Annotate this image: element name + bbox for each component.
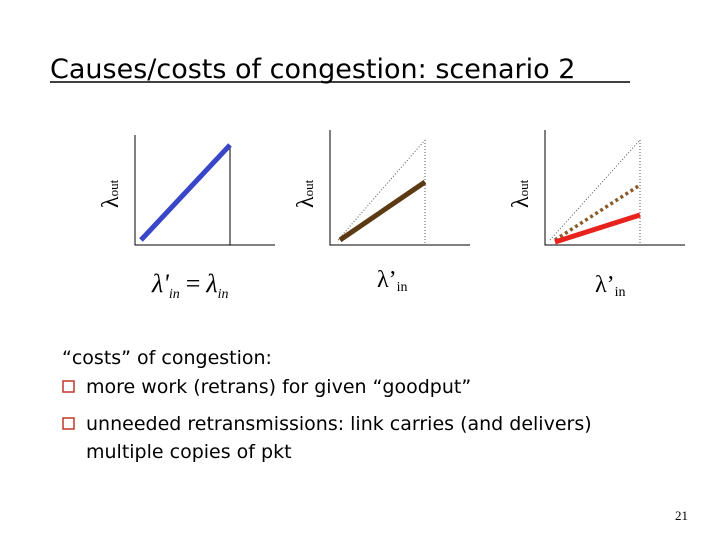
ideal-line xyxy=(337,139,426,241)
sub: in xyxy=(169,287,180,302)
rhs: λ xyxy=(205,269,217,298)
plot: λout λ’in xyxy=(293,130,470,295)
symbol: λ’ xyxy=(377,267,397,293)
eq: = xyxy=(186,269,201,298)
sub: out xyxy=(301,179,316,196)
delivered-line xyxy=(554,183,641,242)
axes xyxy=(134,135,275,246)
plot: λout λ'in = λin xyxy=(98,135,275,302)
axes xyxy=(544,130,685,246)
y-label: λout xyxy=(98,179,124,208)
sub: in xyxy=(615,285,626,300)
title: Causes/costs of congestion: scenario 2 xyxy=(50,54,575,85)
bullet-marker xyxy=(62,417,75,430)
throughput-line xyxy=(139,143,232,242)
goodput-line xyxy=(554,212,641,245)
y-label: λout xyxy=(293,179,319,208)
axes xyxy=(329,130,470,246)
symbol: λ xyxy=(508,196,534,208)
plot: λout λ’in xyxy=(508,130,685,300)
bullet: unneeded retransmissions: link carries (… xyxy=(86,413,592,435)
sub: in xyxy=(218,287,229,302)
page-number: 21 xyxy=(675,508,688,523)
sub: out xyxy=(516,179,531,196)
symbol: λ’ xyxy=(595,272,615,298)
bullet-marker xyxy=(62,380,75,393)
sub: in xyxy=(397,280,408,295)
x-label: λ’in xyxy=(595,272,626,300)
sub: out xyxy=(106,179,121,196)
symbol: λ xyxy=(98,196,124,208)
bullet-continuation: multiple copies of pkt xyxy=(86,441,292,463)
body-heading: “costs” of congestion: xyxy=(62,347,272,369)
throughput-line xyxy=(338,179,427,243)
x-label: λ’in xyxy=(377,267,408,295)
ideal-line xyxy=(549,139,641,241)
bullet: more work (retrans) for given “goodput” xyxy=(86,376,471,398)
lhs: λ' xyxy=(151,269,169,298)
x-label: λ'in = λin xyxy=(151,269,229,302)
symbol: λ xyxy=(293,196,319,208)
y-label: λout xyxy=(508,179,534,208)
